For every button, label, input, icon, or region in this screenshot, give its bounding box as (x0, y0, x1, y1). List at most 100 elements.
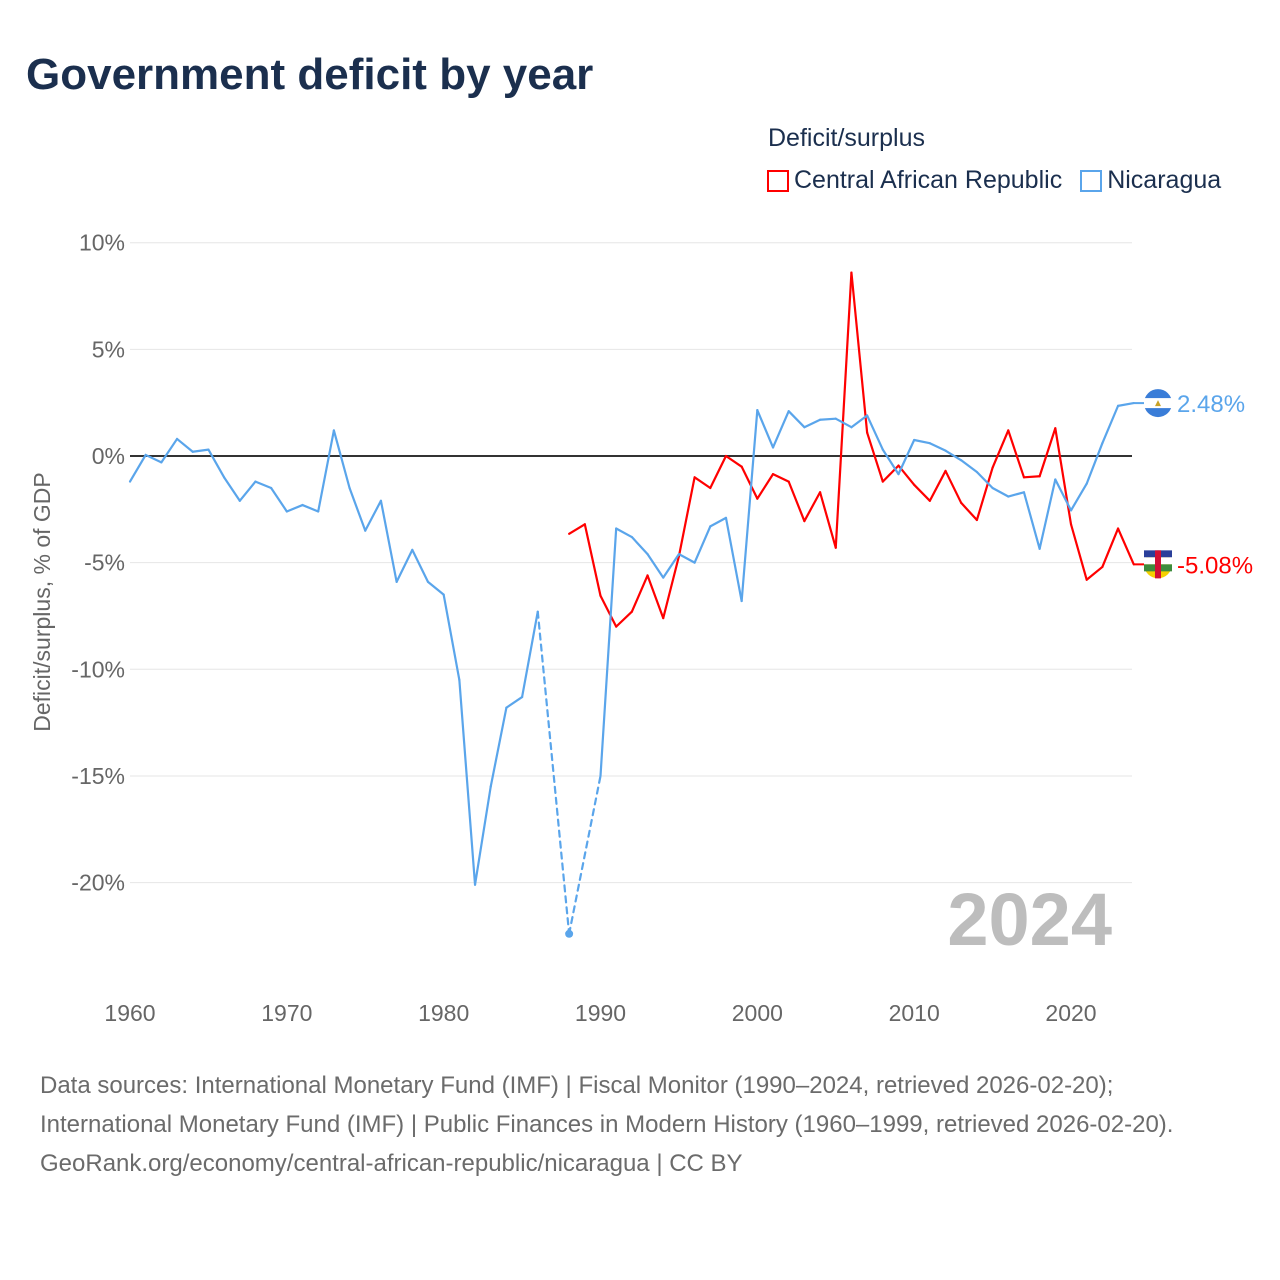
nicaragua-flag-emblem (1155, 400, 1161, 407)
nic-line-segment (724, 516, 743, 603)
car-line-segment (834, 271, 853, 549)
nic-line-segment (615, 527, 633, 539)
nic-line-segment (599, 527, 618, 778)
nic-line-segment (317, 429, 335, 513)
nic-line-segment (771, 410, 790, 449)
nic-line-segment (787, 410, 806, 429)
nic-line-segment (866, 414, 884, 451)
nic-line-segment (677, 553, 696, 564)
nic-line-segment (740, 409, 759, 603)
nic-line-segment (175, 437, 194, 453)
nic-line-segment (442, 593, 461, 682)
y-tick-label: -15% (71, 763, 125, 789)
nic-line-segment (756, 409, 775, 449)
car-line-segment (583, 523, 602, 597)
legend-item-car[interactable]: Central African Republic (767, 166, 1062, 195)
car-line-segment (599, 594, 618, 628)
nic-line-segment (1038, 478, 1057, 550)
car-line-segment (928, 469, 947, 502)
car-line-segment (1007, 429, 1026, 479)
x-tick-label: 1990 (575, 1000, 626, 1026)
y-tick-label: 5% (92, 336, 125, 362)
car-line-segment (615, 610, 633, 628)
nic-line-segment (505, 695, 524, 709)
credit-link[interactable]: GeoRank.org/economy/central-african-repu… (40, 1150, 743, 1177)
nic-line-segment (144, 453, 163, 464)
nic-line-segment (1085, 442, 1104, 485)
nic-line-segment (348, 486, 367, 532)
y-axis-label: Deficit/surplus, % of GDP (29, 472, 55, 731)
y-tick-label: 0% (92, 443, 125, 469)
nic-line-segment (803, 418, 822, 429)
nic-line-segment (960, 459, 979, 474)
legend-swatch-nicaragua (1080, 169, 1103, 192)
nic-line-segment (630, 535, 649, 556)
legend-swatch-car (767, 169, 789, 192)
nic-line-segment (913, 438, 931, 445)
nic-line-segment (881, 448, 900, 476)
nic-line-segment (1022, 491, 1041, 550)
car-line-segment (944, 469, 963, 505)
car-end-label: -5.08% (1177, 552, 1253, 579)
nic-line-segment (411, 548, 430, 583)
car-line-segment (960, 501, 979, 522)
car-line-segment (1085, 565, 1104, 581)
car-line-segment (975, 466, 994, 522)
car-line-segment (991, 429, 1010, 469)
nic-line-segment (693, 525, 712, 564)
nic-line-segment (520, 610, 539, 699)
nic-line-segment (285, 503, 304, 513)
car-line-segment (1069, 523, 1088, 581)
nic-line-segment (458, 678, 477, 886)
nic-line-segment (1116, 402, 1135, 407)
car-line-segment (913, 483, 931, 502)
nic-line-segment (646, 553, 665, 579)
nic-line-segment (1007, 491, 1026, 498)
car-line-segment (1116, 527, 1135, 566)
car-line-segment (803, 491, 822, 523)
nic-line-segment (536, 610, 571, 935)
nic-line-segment (207, 448, 226, 479)
legend-item-nicaragua[interactable]: Nicaragua (1080, 166, 1221, 195)
nic-line-segment (568, 774, 602, 935)
nic-line-segment (944, 449, 963, 462)
nic-line-segment (709, 516, 728, 528)
nic-line-segment (991, 486, 1010, 498)
nic-line-segment (160, 437, 179, 464)
nic-line-segment (1069, 482, 1088, 512)
nic-line-segment (850, 414, 869, 429)
nic-line-segment (128, 453, 147, 483)
nic-line-segment (332, 429, 351, 490)
y-tick-label: -5% (84, 550, 125, 576)
nic-line-segment (379, 499, 398, 583)
x-tick-label: 2020 (1045, 1000, 1096, 1026)
car-line-segment (709, 454, 728, 490)
legend-label-car: Central African Republic (794, 166, 1063, 194)
car-line-segment (1054, 427, 1073, 526)
data-sources: Data sources: International Monetary Fun… (40, 1072, 1174, 1138)
nic-line-segment (473, 785, 492, 886)
car-line-segment (646, 574, 665, 620)
nic-line-segment (897, 438, 916, 476)
car-line-segment (818, 491, 837, 549)
y-tick-label: -10% (71, 656, 125, 682)
car-line-segment (771, 473, 790, 483)
x-tick-label: 1960 (104, 1000, 155, 1026)
car-line-segment (677, 476, 696, 558)
car-line-segment (1022, 475, 1041, 479)
nic-line-segment (301, 503, 320, 513)
x-tick-label: 2000 (732, 1000, 783, 1026)
car-line-segment (756, 473, 775, 500)
nic-line-segment (395, 548, 414, 583)
nic-data-point (565, 929, 574, 938)
nic-line-segment (191, 448, 210, 453)
car-line-segment (850, 271, 869, 434)
nic-line-segment (238, 480, 257, 502)
car-line-segment (881, 464, 900, 483)
car-line-segment (866, 431, 884, 483)
nic-line-segment (834, 417, 853, 429)
nic-line-segment (223, 476, 241, 502)
y-tick-label: 10% (79, 230, 125, 256)
nic-line-segment (254, 480, 273, 490)
